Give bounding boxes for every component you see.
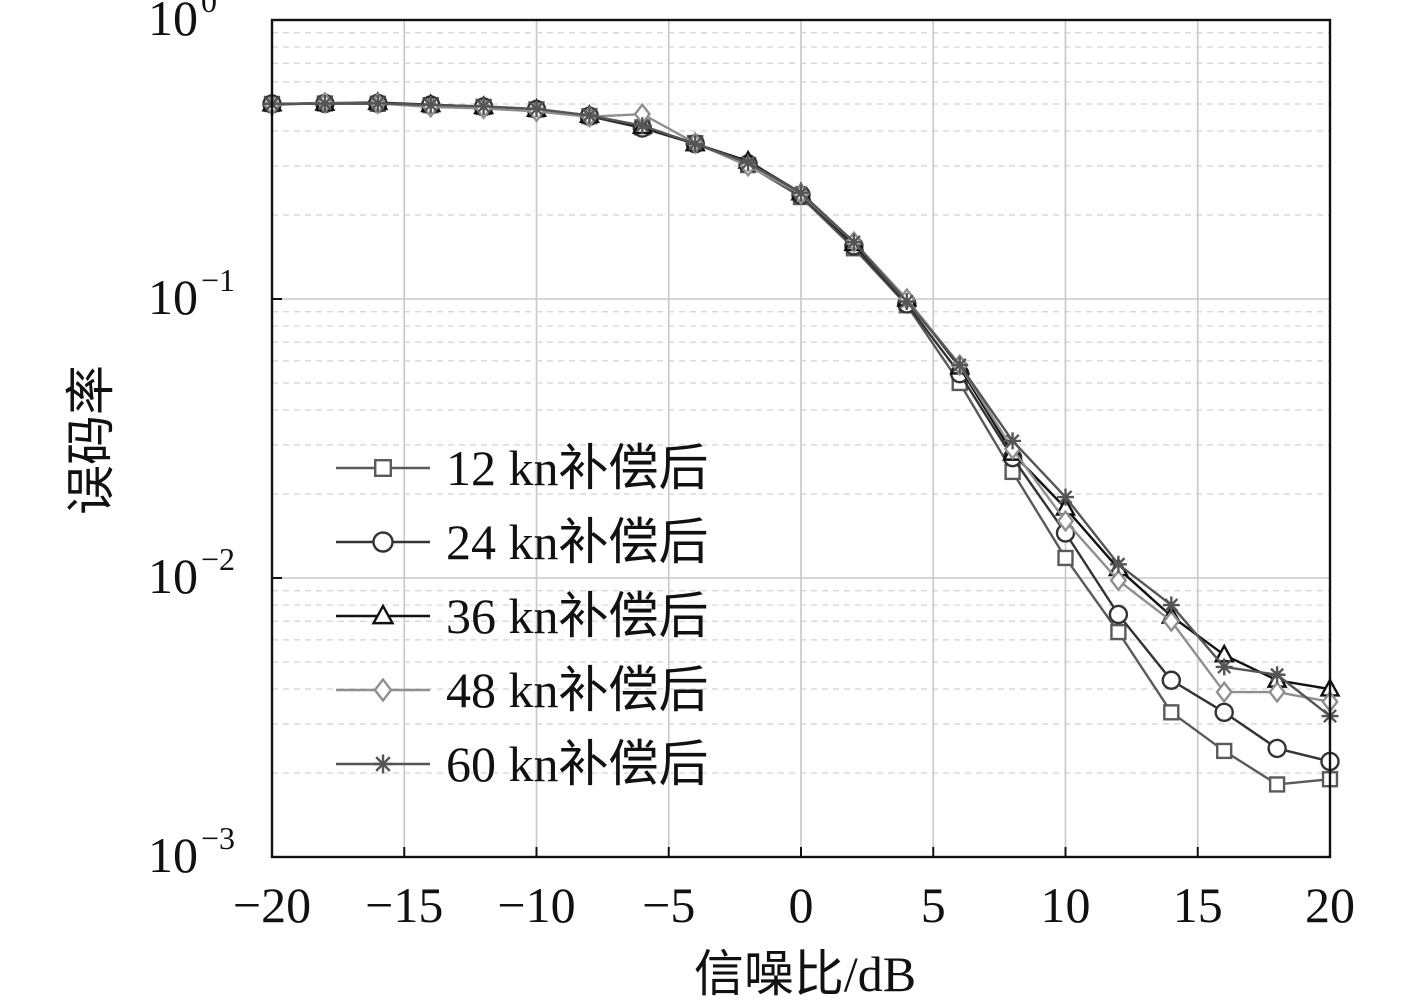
legend-item: 36 kn补偿后 [336, 588, 709, 644]
y-tick-label: 10 0 [148, 0, 217, 46]
legend-label: 48 kn补偿后 [446, 662, 709, 718]
data-point [1215, 680, 1233, 704]
data-point [1108, 604, 1129, 625]
legend-marker [374, 459, 392, 477]
grid-layer [271, 19, 1331, 858]
data-point [792, 184, 810, 202]
data-point [1109, 569, 1128, 592]
data-point [1057, 488, 1074, 506]
y-tick-label-exponent: −3 [201, 820, 235, 856]
y-tick-label: 10 −2 [148, 541, 235, 604]
legend-marker [371, 603, 395, 625]
x-tick-label: −15 [365, 877, 443, 933]
y-tick-label-base: 10 [148, 548, 198, 604]
data-point [1161, 670, 1182, 690]
data-point [1268, 776, 1286, 793]
legend-label: 24 kn补偿后 [446, 514, 709, 570]
legend-item: 48 kn补偿后 [336, 662, 709, 718]
legend-marker [373, 754, 393, 774]
data-point [1110, 623, 1127, 641]
x-tick-label: −10 [497, 877, 575, 933]
data-point [1057, 549, 1074, 567]
legend-marker [372, 531, 394, 553]
y-tick-label-base: 10 [148, 827, 198, 883]
x-axis-title: 信噪比/dB [694, 946, 916, 1002]
y-axis-title: 误码率 [63, 365, 119, 515]
legend-item: 60 kn补偿后 [336, 736, 709, 792]
y-tick-label-base: 10 [148, 269, 198, 325]
data-point [528, 100, 545, 118]
x-tick-label: 0 [789, 877, 814, 933]
legend-label: 36 kn补偿后 [446, 588, 709, 644]
x-tick-label: 15 [1173, 877, 1223, 933]
legend: 12 kn补偿后 24 kn补偿后 36 kn补偿后 48 kn补偿后 60 kn补偿后 [336, 440, 709, 792]
data-point [1216, 742, 1233, 760]
data-point [633, 117, 651, 135]
x-tick-label: 20 [1305, 877, 1355, 933]
y-tick-label: 10 −3 [148, 820, 235, 883]
legend-item: 12 kn补偿后 [336, 440, 709, 496]
data-point [1268, 666, 1286, 684]
data-point [422, 96, 440, 114]
data-point [845, 233, 863, 251]
y-tick-label-exponent: −2 [201, 541, 235, 577]
legend-item: 24 kn补偿后 [336, 514, 709, 570]
data-point [1056, 509, 1075, 533]
data-point [1214, 702, 1234, 723]
y-tick-label-exponent: 0 [201, 0, 217, 19]
legend-label: 60 kn补偿后 [446, 736, 709, 792]
data-point [898, 292, 916, 310]
data-point [1163, 704, 1180, 721]
legend-marker [373, 677, 393, 703]
data-point [1267, 738, 1287, 759]
data-point [1215, 658, 1233, 676]
series-layer [261, 91, 1341, 793]
y-tick-label-exponent: −1 [201, 262, 235, 298]
data-point [1004, 432, 1022, 450]
x-tick-label: −5 [642, 877, 695, 933]
data-point [369, 94, 387, 112]
y-tick-label: 10 −1 [148, 262, 235, 325]
data-point [316, 95, 334, 113]
data-point [739, 154, 757, 172]
x-tick-label: −20 [233, 877, 311, 933]
x-tick-label: 10 [1041, 877, 1091, 933]
data-point [1162, 596, 1180, 614]
data-point [686, 135, 704, 153]
data-point [1268, 680, 1286, 704]
data-point [1109, 555, 1127, 573]
data-point [1162, 609, 1181, 633]
x-tick-label: 5 [921, 877, 946, 933]
data-point [580, 106, 598, 124]
legend-label: 12 kn补偿后 [446, 440, 709, 496]
y-tick-label-base: 10 [148, 0, 198, 46]
data-point [951, 356, 969, 374]
data-point [475, 97, 493, 115]
